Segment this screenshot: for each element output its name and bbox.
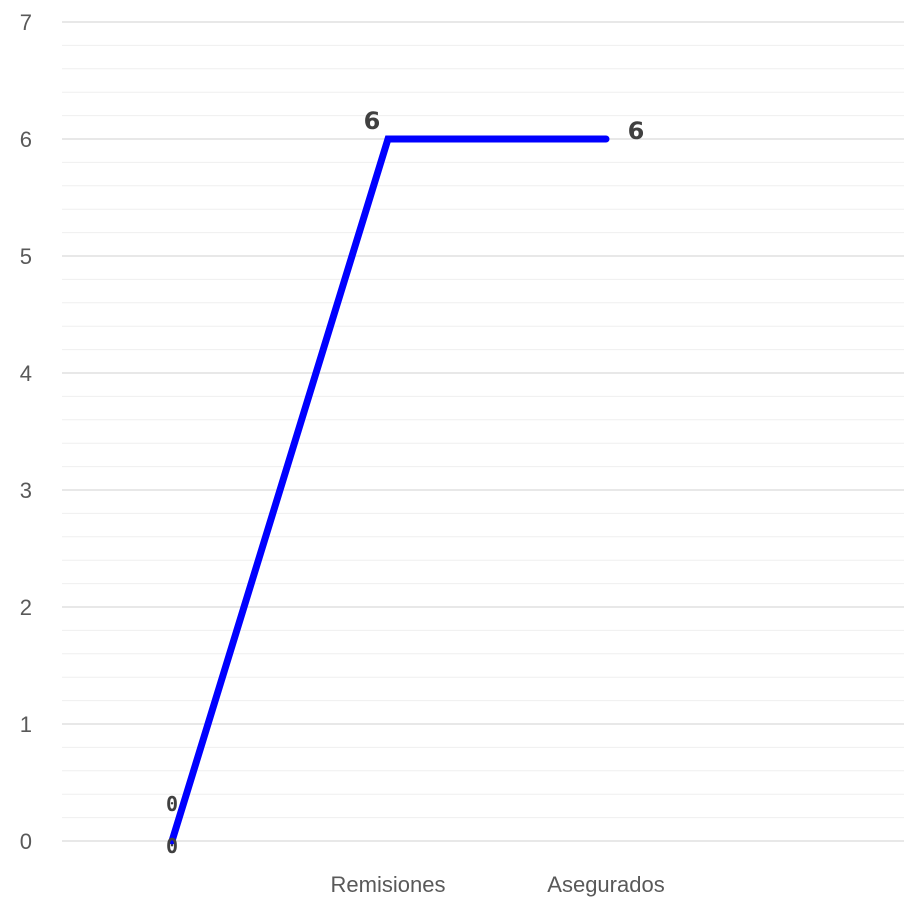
y-tick-label: 4 — [20, 361, 32, 386]
y-tick-label: 2 — [20, 595, 32, 620]
data-label: 6 — [364, 107, 381, 135]
data-labels: 0 6 6 0 — [166, 107, 644, 858]
x-axis-category-labels: Remisiones Asegurados — [331, 872, 665, 897]
x-category-label: Remisiones — [331, 872, 446, 897]
minor-gridlines — [62, 44, 904, 819]
data-label: 0 — [166, 834, 178, 858]
y-tick-label: 5 — [20, 244, 32, 269]
y-tick-label: 6 — [20, 127, 32, 152]
y-tick-label: 0 — [20, 829, 32, 854]
y-tick-label: 3 — [20, 478, 32, 503]
series-lines — [168, 135, 610, 845]
data-label: 6 — [628, 117, 645, 145]
y-axis-tick-labels: 0 1 2 3 4 5 6 7 — [20, 10, 32, 854]
major-gridlines — [62, 21, 904, 842]
y-tick-label: 7 — [20, 10, 32, 35]
y-tick-label: 1 — [20, 712, 32, 737]
x-category-label: Asegurados — [547, 872, 664, 897]
data-label: 0 — [166, 792, 178, 816]
